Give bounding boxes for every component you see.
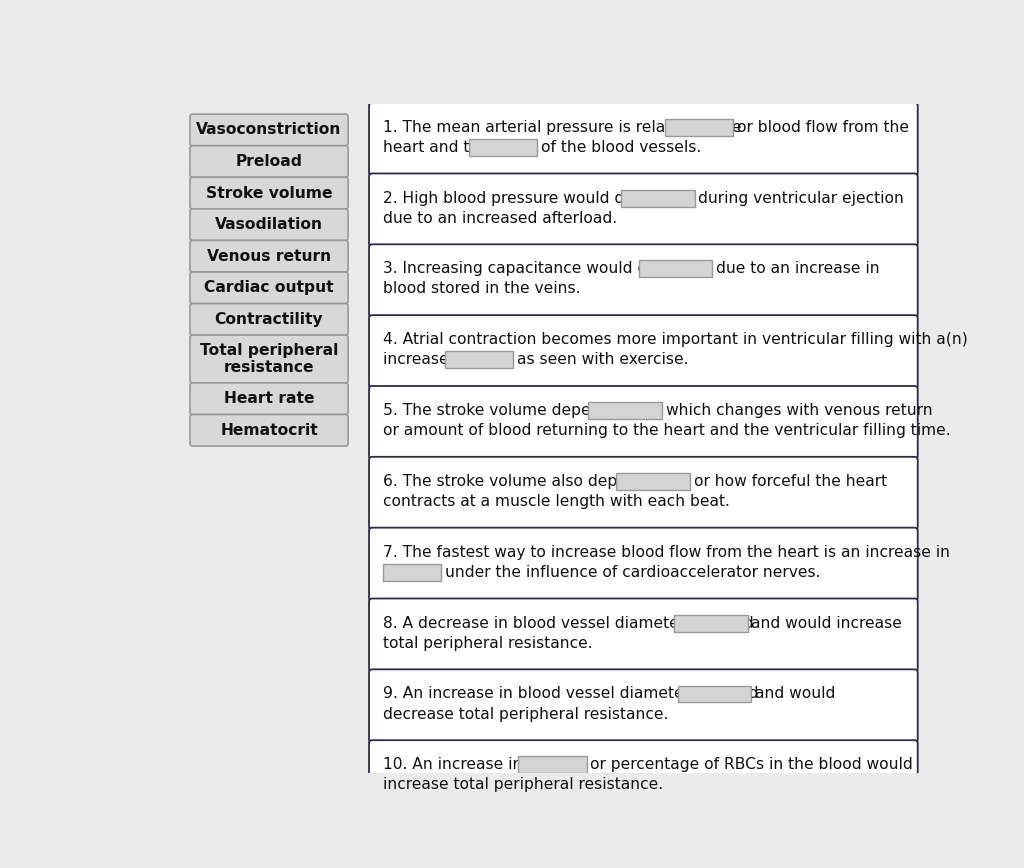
Text: due to an increased afterload.: due to an increased afterload. [383, 211, 617, 226]
FancyBboxPatch shape [190, 383, 348, 415]
Text: 4. Atrial contraction becomes more important in ventricular filling with a(n): 4. Atrial contraction becomes more impor… [383, 332, 968, 347]
FancyBboxPatch shape [369, 244, 918, 318]
Text: 2. High blood pressure would decrease: 2. High blood pressure would decrease [383, 191, 690, 206]
FancyBboxPatch shape [369, 669, 918, 742]
FancyBboxPatch shape [588, 402, 662, 419]
Text: Stroke volume: Stroke volume [206, 186, 333, 201]
FancyBboxPatch shape [678, 686, 752, 702]
Text: Preload: Preload [236, 154, 302, 169]
Text: Hematocrit: Hematocrit [220, 423, 317, 437]
Text: total peripheral resistance.: total peripheral resistance. [383, 635, 593, 651]
Text: Total peripheral
resistance: Total peripheral resistance [200, 343, 338, 375]
Text: 7. The fastest way to increase blood flow from the heart is an increase in: 7. The fastest way to increase blood flo… [383, 545, 950, 560]
Text: Vasodilation: Vasodilation [215, 217, 323, 232]
Text: increase total peripheral resistance.: increase total peripheral resistance. [383, 778, 664, 792]
FancyBboxPatch shape [190, 415, 348, 446]
FancyBboxPatch shape [445, 352, 513, 368]
FancyBboxPatch shape [616, 473, 690, 490]
Text: 3. Increasing capacitance would decrease: 3. Increasing capacitance would decrease [383, 261, 713, 276]
FancyBboxPatch shape [190, 209, 348, 240]
Text: and would: and would [756, 687, 836, 701]
Text: under the influence of cardioaccelerator nerves.: under the influence of cardioaccelerator… [445, 565, 820, 580]
Text: Contractility: Contractility [215, 312, 324, 327]
Text: Heart rate: Heart rate [224, 391, 314, 406]
FancyBboxPatch shape [190, 272, 348, 304]
FancyBboxPatch shape [190, 335, 348, 383]
Text: or how forceful the heart: or how forceful the heart [693, 474, 887, 489]
Text: 6. The stroke volume also depends on: 6. The stroke volume also depends on [383, 474, 684, 489]
FancyBboxPatch shape [369, 315, 918, 388]
FancyBboxPatch shape [190, 304, 348, 335]
Text: contracts at a muscle length with each beat.: contracts at a muscle length with each b… [383, 494, 730, 509]
FancyBboxPatch shape [369, 740, 918, 813]
FancyBboxPatch shape [469, 139, 537, 155]
FancyBboxPatch shape [674, 615, 748, 632]
FancyBboxPatch shape [190, 177, 348, 209]
Text: Vasoconstriction: Vasoconstriction [197, 122, 342, 137]
Text: 1. The mean arterial pressure is related to the: 1. The mean arterial pressure is related… [383, 120, 746, 135]
Text: 9. An increase in blood vessel diameter is called: 9. An increase in blood vessel diameter … [383, 687, 763, 701]
Text: increased: increased [383, 352, 463, 367]
Text: or amount of blood returning to the heart and the ventricular filling time.: or amount of blood returning to the hear… [383, 423, 950, 438]
Text: and would increase: and would increase [752, 615, 902, 631]
Text: of the blood vessels.: of the blood vessels. [541, 140, 701, 155]
Text: blood stored in the veins.: blood stored in the veins. [383, 281, 581, 297]
Text: due to an increase in: due to an increase in [717, 261, 880, 276]
FancyBboxPatch shape [190, 146, 348, 177]
Text: or percentage of RBCs in the blood would: or percentage of RBCs in the blood would [591, 757, 913, 773]
Text: during ventricular ejection: during ventricular ejection [698, 191, 904, 206]
FancyBboxPatch shape [369, 386, 918, 459]
FancyBboxPatch shape [369, 599, 918, 672]
Text: 8. A decrease in blood vessel diameter is called: 8. A decrease in blood vessel diameter i… [383, 615, 759, 631]
Text: decrease total peripheral resistance.: decrease total peripheral resistance. [383, 707, 669, 721]
Text: Venous return: Venous return [207, 249, 331, 264]
FancyBboxPatch shape [369, 102, 918, 175]
FancyBboxPatch shape [621, 189, 694, 207]
FancyBboxPatch shape [190, 115, 348, 146]
FancyBboxPatch shape [639, 260, 713, 278]
Text: heart and the: heart and the [383, 140, 494, 155]
FancyBboxPatch shape [369, 457, 918, 530]
Text: which changes with venous return: which changes with venous return [666, 403, 932, 418]
FancyBboxPatch shape [369, 174, 918, 247]
FancyBboxPatch shape [369, 528, 918, 601]
Text: Cardiac output: Cardiac output [204, 280, 334, 295]
FancyBboxPatch shape [190, 240, 348, 272]
FancyBboxPatch shape [665, 119, 733, 135]
Text: or blood flow from the: or blood flow from the [736, 120, 908, 135]
FancyBboxPatch shape [383, 564, 441, 581]
Text: 10. An increase in the: 10. An increase in the [383, 757, 558, 773]
Text: 5. The stroke volume depends on: 5. The stroke volume depends on [383, 403, 647, 418]
Text: as seen with exercise.: as seen with exercise. [517, 352, 689, 367]
FancyBboxPatch shape [518, 756, 587, 773]
